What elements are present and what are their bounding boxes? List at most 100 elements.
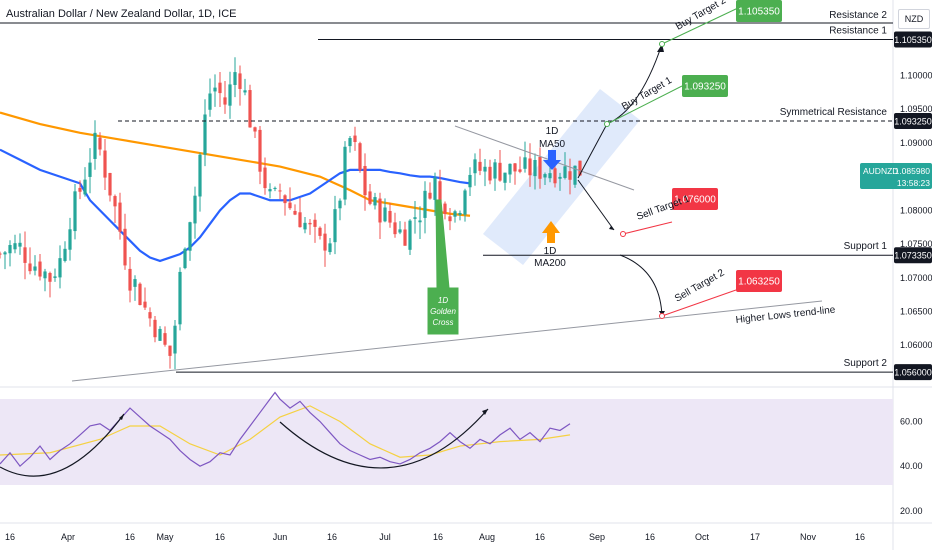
candle-body: [203, 114, 207, 155]
sell-target-1-connector: [622, 221, 673, 235]
candle-body: [298, 212, 302, 228]
time-tick-label: 16: [645, 532, 655, 542]
candle-body: [328, 243, 332, 253]
buy-target-1-box: [682, 75, 728, 97]
candle-body: [528, 158, 532, 176]
candle-body: [268, 189, 272, 192]
candle-body: [193, 195, 197, 224]
candle-body: [463, 190, 467, 215]
candle-body: [48, 272, 52, 282]
candle-body: [3, 252, 7, 255]
time-tick-label: Oct: [695, 532, 710, 542]
candle-body: [198, 154, 202, 197]
candle-body: [553, 168, 557, 184]
candle-body: [0, 253, 2, 255]
sell-projection-1: [577, 179, 615, 231]
candle-body: [8, 245, 12, 254]
sell-target-2-value: 1.063250: [738, 277, 780, 288]
candle-body: [498, 162, 502, 181]
candle-body: [573, 165, 577, 185]
candle-body: [403, 229, 407, 246]
candle-body: [278, 190, 282, 192]
time-tick-label: Jun: [273, 532, 288, 542]
buy-target-2-value: 1.105350: [738, 7, 780, 18]
candle-body: [438, 181, 442, 202]
candle-body: [33, 266, 37, 271]
candle-body: [73, 191, 77, 232]
candle-body: [208, 93, 212, 110]
candle-body: [43, 271, 47, 279]
candle-body: [93, 132, 97, 159]
sell-target-2-connector: [661, 289, 737, 317]
candle-body: [283, 195, 287, 204]
candle-body: [223, 97, 227, 105]
candle-body: [168, 345, 172, 356]
candle-body: [488, 166, 492, 181]
candle-body: [368, 191, 372, 204]
candle-body: [88, 162, 92, 177]
candle-body: [293, 210, 297, 215]
ma200-line: [0, 111, 471, 217]
candle-body: [448, 216, 452, 222]
candle-body: [138, 283, 142, 306]
candle-body: [453, 211, 457, 217]
support-1-axis-label-box: [894, 247, 932, 264]
time-tick-label: May: [156, 532, 174, 542]
candle-body: [343, 146, 347, 200]
candle-body: [258, 129, 262, 172]
symbol-tag-countdown: 13:58:23: [897, 178, 930, 188]
candle-body: [128, 268, 132, 291]
candle-body: [388, 210, 392, 223]
support-2-label: Support 2: [844, 358, 888, 369]
candle-body: [218, 82, 222, 94]
candle-body: [308, 222, 312, 225]
candle-body: [273, 187, 277, 189]
candle-body: [383, 207, 387, 222]
rsi-band: [0, 399, 893, 485]
rsi-arrow-1: [119, 414, 124, 420]
candle-body: [323, 233, 327, 251]
ma200-arrow-icon: [542, 221, 560, 243]
ma50-arrow-icon: [543, 150, 561, 170]
candle-body: [563, 166, 567, 178]
golden-cross-line3: Cross: [433, 318, 454, 327]
candle-body: [173, 325, 177, 354]
candle-body: [318, 227, 322, 236]
price-tick-label: 1.060000: [900, 340, 932, 350]
symmetrical-resistance-label: Symmetrical Resistance: [780, 107, 888, 118]
candle-body: [578, 160, 582, 176]
time-tick-label: 16: [125, 532, 135, 542]
candle-body: [303, 222, 307, 230]
candle-body: [513, 163, 517, 172]
candle-body: [523, 157, 527, 169]
candle-body: [188, 222, 192, 251]
candle-body: [58, 258, 62, 278]
candle-body: [178, 271, 182, 325]
price-tick-label: 1.100000: [900, 71, 932, 81]
candle-body: [478, 161, 482, 171]
chart-title: Australian Dollar / New Zealand Dollar, …: [6, 8, 237, 20]
time-tick-label: 16: [215, 532, 225, 542]
golden-cross-line1: 1D: [438, 296, 448, 305]
golden-cross-line2: Golden: [430, 307, 456, 316]
rsi-arc-1: [0, 413, 125, 477]
candle-body: [263, 167, 267, 189]
time-tick-label: Apr: [61, 532, 75, 542]
rsi-line: [0, 391, 571, 468]
currency-button[interactable]: NZD: [898, 9, 930, 29]
sell-target-2-box: [736, 270, 782, 292]
buy-target-2-point: [659, 41, 665, 47]
ma50-annotation-line2: MA50: [539, 139, 566, 150]
candle-body: [63, 248, 67, 261]
candle-body: [568, 171, 572, 180]
candle-body: [118, 202, 122, 232]
candle-body: [543, 174, 547, 178]
candle-body: [83, 179, 87, 195]
buy-target-1-connector: [606, 85, 683, 125]
candle-body: [348, 138, 352, 147]
time-tick-label: 16: [855, 532, 865, 542]
candle-body: [493, 162, 497, 179]
resistance-2-label: Resistance 2: [829, 10, 887, 21]
buy-target-2-box: [736, 0, 782, 22]
